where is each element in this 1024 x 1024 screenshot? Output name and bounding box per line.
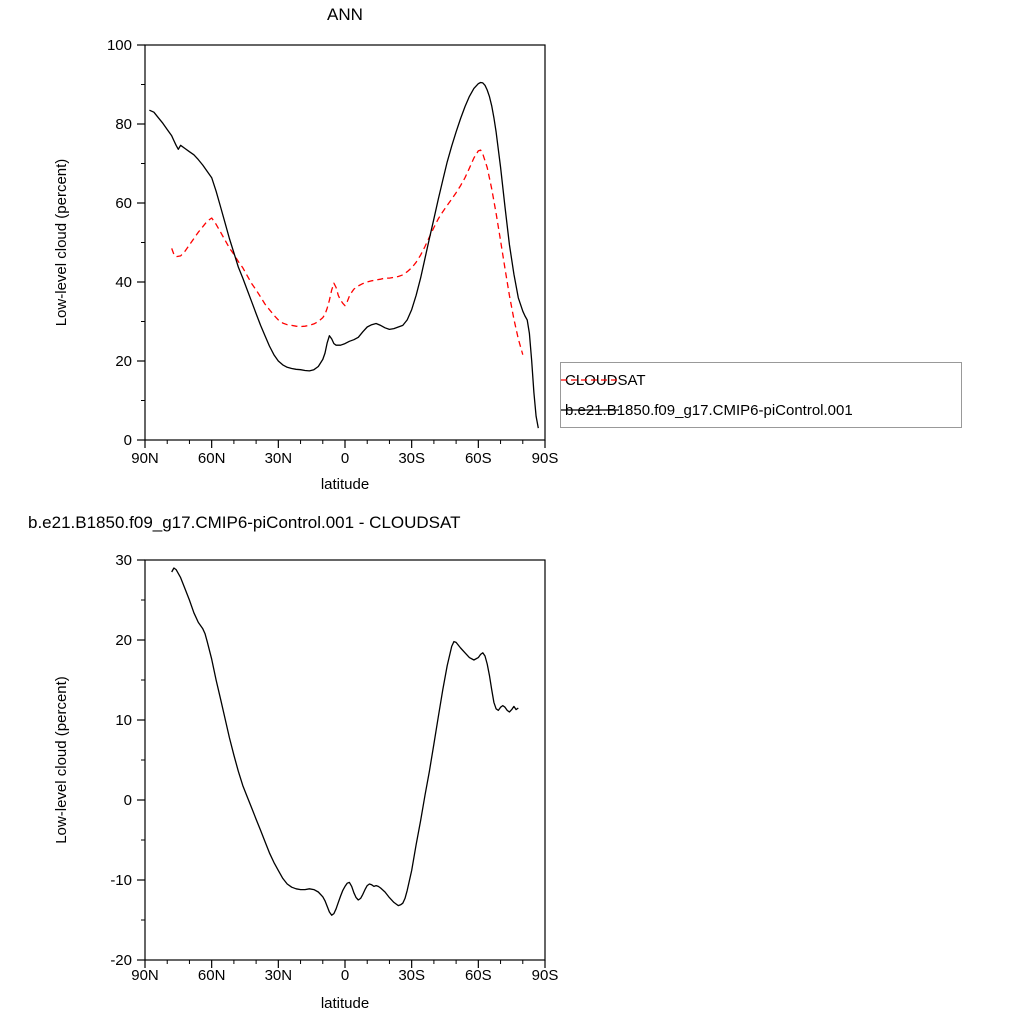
x-tick-label: 30S bbox=[398, 450, 425, 467]
chart-title: b.e21.B1850.f09_g17.CMIP6-piControl.001 … bbox=[28, 513, 460, 532]
plot-frame bbox=[144, 44, 546, 441]
x-tick-label: 90N bbox=[131, 450, 159, 467]
y-axis-label: Low-level cloud (percent) bbox=[53, 676, 70, 844]
y-tick-label: -20 bbox=[110, 952, 132, 969]
y-tick-label: 0 bbox=[124, 432, 132, 449]
legend-solid-line-icon bbox=[561, 409, 619, 411]
x-tick-label: 0 bbox=[341, 450, 349, 467]
x-axis-label: latitude bbox=[321, 995, 369, 1012]
x-tick-label: 30N bbox=[265, 450, 293, 467]
x-tick-label: 90S bbox=[532, 450, 559, 467]
legend: CLOUDSAT b.e21.B1850.f09_g17.CMIP6-piCon… bbox=[560, 362, 962, 428]
legend-entry-model: b.e21.B1850.f09_g17.CMIP6-piControl.001 bbox=[561, 395, 957, 425]
x-tick-label: 30N bbox=[265, 967, 293, 984]
x-tick-label: 60N bbox=[198, 967, 226, 984]
x-tick-label: 90S bbox=[532, 967, 559, 984]
y-tick-label: 0 bbox=[124, 792, 132, 809]
y-tick-label: -10 bbox=[110, 872, 132, 889]
y-axis-label: Low-level cloud (percent) bbox=[53, 159, 70, 327]
series-line-b-e21-b1850-f09-g17-cmip6-picontrol-001-minus-cloudsat bbox=[171, 567, 519, 916]
legend-entry-cloudsat: CLOUDSAT bbox=[561, 365, 957, 395]
plot-frame bbox=[144, 559, 546, 961]
y-tick-label: 30 bbox=[115, 552, 132, 569]
top-chart: 90N 60N 30N 0 30S 60S 90S 0 20 40 60 80 100 ANN latitu… bbox=[53, 5, 559, 493]
bottom-chart: 90N 60N 30N 0 30S 60S 90S -20 -10 0 10 20 30 b.e21.B1… bbox=[28, 513, 559, 1012]
x-tick-label: 60N bbox=[198, 450, 226, 467]
series-line-cloudsat bbox=[171, 149, 524, 355]
series-line-b-e21-b1850-f09-g17-cmip6-picontrol-001 bbox=[149, 81, 539, 429]
x-tick-label: 0 bbox=[341, 967, 349, 984]
y-tick-label: 10 bbox=[115, 712, 132, 729]
y-tick-label: 20 bbox=[115, 632, 132, 649]
x-axis-label: latitude bbox=[321, 476, 369, 493]
chart-title: ANN bbox=[327, 5, 363, 24]
y-tick-label: 100 bbox=[107, 37, 132, 54]
x-tick-label: 60S bbox=[465, 967, 492, 984]
y-tick-label: 60 bbox=[115, 195, 132, 212]
x-tick-label: 60S bbox=[465, 450, 492, 467]
legend-label-model: b.e21.B1850.f09_g17.CMIP6-piControl.001 bbox=[565, 401, 853, 419]
y-tick-label: 40 bbox=[115, 274, 132, 291]
legend-dashed-line-icon bbox=[561, 379, 619, 381]
y-tick-label: 80 bbox=[115, 116, 132, 133]
x-tick-label: 30S bbox=[398, 967, 425, 984]
x-tick-label: 90N bbox=[131, 967, 159, 984]
y-tick-label: 20 bbox=[115, 353, 132, 370]
